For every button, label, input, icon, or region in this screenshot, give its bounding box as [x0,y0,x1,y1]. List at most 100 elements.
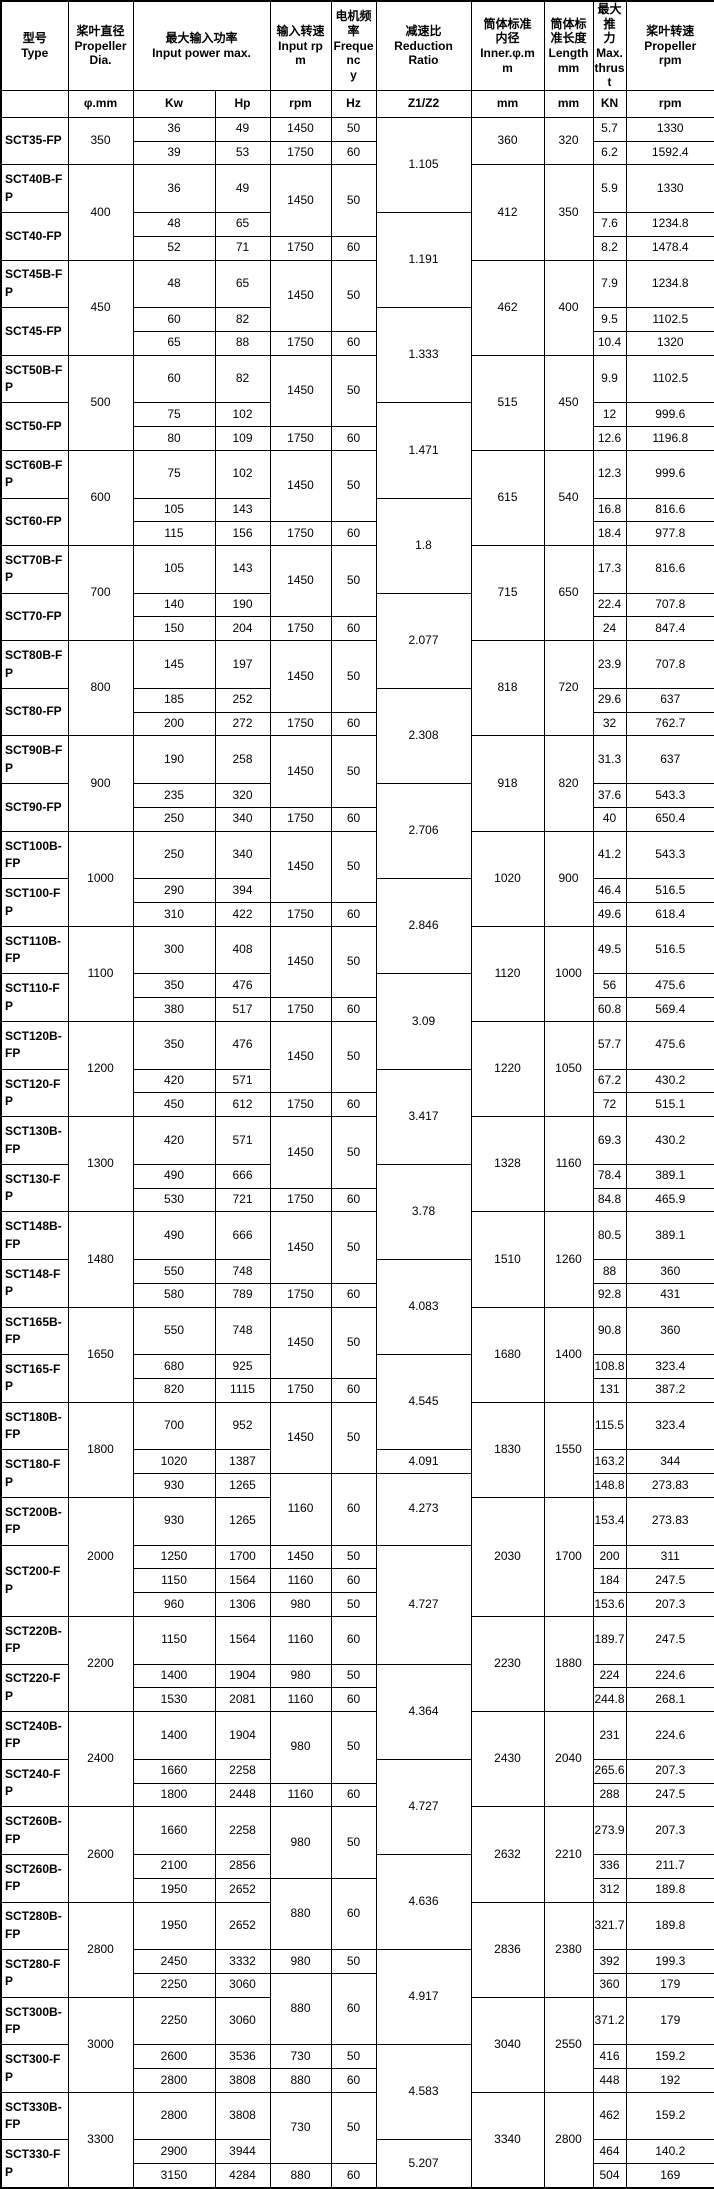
kw-cell: 2900 [132,2139,216,2165]
table-row: SCT260B-FP 2600 1660 2258 980 50 2632 2210 273.9… [0,1806,714,1903]
thrust-cell: 462 [592,2091,627,2141]
thrust-cell: 265.6 [592,1758,627,1784]
len-cell: 2800 [543,2091,594,2189]
hp-cell: 197 [214,640,271,689]
table-row: SCT280-FP 2450 3332 980 50 4.917 392 199.3 [0,1949,714,2046]
ratio-cell: 4.917 [375,1949,472,2046]
len-cell: 1550 [543,1401,594,1498]
thrust-cell: 40 [592,806,627,832]
kw-cell: 1950 [132,1901,216,1951]
hp-cell: 88 [214,330,271,356]
ratio-cell: 1.191 [375,211,472,309]
prpm-cell: 977.8 [625,521,714,547]
hp-cell: 3060 [214,1972,271,1998]
table-row: SCT100B-FP 1000 250 340 1450 50 1020 900 41.2 543… [0,830,714,927]
prpm-cell: 211.7 [625,1853,714,1879]
hz-cell: 50 [330,1544,377,1570]
hp-cell: 82 [214,354,271,404]
table-row: 1530 2081 1160 60 244.8 268.1 [1,1687,714,1713]
hp-cell: 3808 [214,2091,271,2141]
thrust-cell: 224 [592,1663,627,1689]
table-row: SCT165-FP 680 925 4.545 108.8 323.4 [0,1354,714,1451]
type-cell: SCT200B-FP [0,1496,69,1546]
rpm-cell: 1750 [269,1377,332,1403]
table-row: SCT40-FP 48 65 1.191 7.6 1234.8 [0,211,714,309]
type-cell: SCT180-FP [0,1449,69,1498]
rpm-cell: 1750 [269,140,332,166]
len-cell: 650 [543,545,594,642]
type-cell: SCT80-FP [0,687,69,737]
type-cell: SCT165B-FP [0,1306,69,1356]
prpm-cell: 1196.8 [625,426,714,451]
hz-cell: 60 [330,1282,377,1308]
table-row: 580 789 1750 60 92.8 431 [1,1282,714,1308]
prpm-cell: 650.4 [625,806,714,832]
dia-cell: 2200 [67,1615,134,1713]
hz-cell: 60 [330,2068,377,2093]
header-cell-dia: 桨叶直径 Propeller Dia. [67,0,134,91]
hz-cell: 60 [330,140,377,166]
hp-cell: 666 [214,1163,271,1189]
hp-cell: 53 [214,140,271,166]
len-cell: 820 [543,735,594,832]
thrust-cell: 41.2 [592,830,627,880]
hz-cell: 50 [330,1211,377,1284]
header-row-units: φ.mm Kw Hp rpm Hz Z1/Z2 mm mm KN rpm [0,89,714,118]
kw-cell: 2600 [132,2044,216,2070]
thrust-cell: 200 [592,1544,627,1570]
hp-cell: 102 [214,402,271,428]
table-row: SCT60B-FP 600 75 102 1450 50 615 540 12.3 999.6 [0,449,714,547]
prpm-cell: 179 [625,1972,714,1998]
table-row: 930 1265 1160 60 4.273 148.8 273.83 [1,1473,714,1546]
prpm-cell: 543.3 [625,783,714,808]
thrust-cell: 5.9 [592,164,627,213]
type-cell: SCT120-FP [0,1068,69,1118]
rpm-cell: 1450 [269,354,332,428]
prpm-cell: 268.1 [625,1687,714,1713]
thrust-cell: 448 [592,2068,627,2093]
rpm-cell: 1450 [269,259,332,332]
inner-cell: 1120 [470,925,545,1023]
hz-cell: 50 [330,545,377,618]
table-row: SCT35-FP 350 36 49 1450 50 1.105 360 320 5.7 1330 [0,116,714,213]
kw-cell: 530 [132,1187,216,1213]
thrust-cell: 392 [592,1949,627,1974]
kw-cell: 75 [132,402,216,428]
hp-cell: 4284 [214,2163,271,2189]
hp-cell: 1904 [214,1663,271,1689]
header-cell-power: 最大输入功率 Input power max. [132,0,271,91]
hz-cell: 50 [330,830,377,904]
kw-cell: 380 [132,997,216,1023]
thrust-cell: 153.6 [592,1592,627,1617]
inner-cell: 1510 [470,1211,545,1308]
hp-cell: 143 [214,497,271,523]
rpm-cell: 980 [269,1711,332,1784]
thrust-cell: 72 [592,1092,627,1118]
kw-cell: 930 [132,1473,216,1498]
table-row: SCT130-FP 490 666 3.78 78.4 389.1 [0,1163,714,1261]
kw-cell: 48 [132,259,216,309]
kw-cell: 80 [132,426,216,451]
type-cell: SCT50B-FP [0,354,69,404]
ratio-cell: 4.583 [375,2044,472,2141]
kw-cell: 550 [132,1306,216,1356]
prpm-cell: 247.5 [625,1782,714,1808]
table-row: SCT110-FP 350 476 3.09 56 475.6 [0,973,714,1070]
ratio-cell: 4.083 [375,1258,472,1356]
rpm-cell: 1160 [269,1687,332,1713]
hp-cell: 721 [214,1187,271,1213]
hz-cell: 60 [330,1092,377,1118]
prpm-cell: 224.6 [625,1663,714,1689]
table-row: 39 53 1750 60 6.2 1592.4 [1,140,714,166]
thrust-cell: 92.8 [592,1282,627,1308]
hz-cell: 50 [330,925,377,999]
kw-cell: 1400 [132,1711,216,1760]
hp-cell: 2258 [214,1758,271,1784]
thrust-cell: 288 [592,1782,627,1808]
dia-cell: 1480 [67,1211,134,1308]
len-cell: 1400 [543,1306,594,1403]
prpm-cell: 273.83 [625,1496,714,1546]
rpm-cell: 1750 [269,1092,332,1118]
table-row: SCT45B-FP 450 48 65 1450 50 462 400 7.9 1234.8 [0,259,714,356]
kw-cell: 60 [132,307,216,332]
